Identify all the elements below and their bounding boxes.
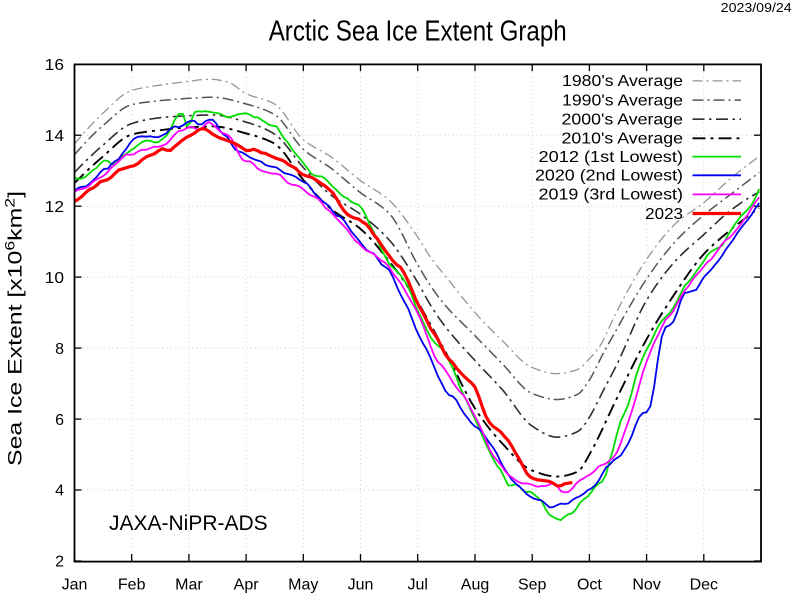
svg-text:1980's Average: 1980's Average <box>562 73 683 90</box>
svg-text:10: 10 <box>45 270 64 287</box>
svg-text:Sep: Sep <box>518 576 547 593</box>
svg-text:2000's Average: 2000's Average <box>562 112 684 129</box>
svg-text:6: 6 <box>55 412 64 429</box>
svg-text:16: 16 <box>45 57 64 74</box>
svg-text:14: 14 <box>45 128 64 145</box>
svg-text:8: 8 <box>55 341 64 358</box>
svg-text:2023/09/24: 2023/09/24 <box>721 1 792 15</box>
svg-text:2019 (3rd Lowest): 2019 (3rd Lowest) <box>539 187 684 204</box>
svg-text:Arctic Sea Ice Extent Graph: Arctic Sea Ice Extent Graph <box>269 15 567 47</box>
svg-text:Jun: Jun <box>348 576 374 593</box>
svg-text:Jan: Jan <box>62 576 88 593</box>
svg-text:Nov: Nov <box>632 576 660 593</box>
svg-text:2012 (1st Lowest): 2012 (1st Lowest) <box>539 149 684 166</box>
svg-text:May: May <box>288 576 318 593</box>
svg-text:JAXA-NiPR-ADS: JAXA-NiPR-ADS <box>109 512 268 535</box>
svg-text:Dec: Dec <box>690 576 718 593</box>
svg-text:Feb: Feb <box>118 576 146 593</box>
svg-text:Jul: Jul <box>407 576 427 593</box>
svg-text:2: 2 <box>55 554 64 571</box>
svg-text:Apr: Apr <box>234 576 260 593</box>
svg-text:Oct: Oct <box>577 576 602 593</box>
svg-text:1990's Average: 1990's Average <box>562 92 683 109</box>
svg-text:2010's Average: 2010's Average <box>562 131 684 148</box>
svg-text:Mar: Mar <box>175 576 203 593</box>
svg-text:Aug: Aug <box>461 576 489 593</box>
svg-text:12: 12 <box>45 199 64 216</box>
svg-text:2020 (2nd Lowest): 2020 (2nd Lowest) <box>535 168 683 185</box>
svg-text:Sea Ice Extent [x106km2]: Sea Ice Extent [x106km2] <box>3 191 27 466</box>
svg-text:2023: 2023 <box>645 206 683 223</box>
svg-text:4: 4 <box>55 483 64 500</box>
